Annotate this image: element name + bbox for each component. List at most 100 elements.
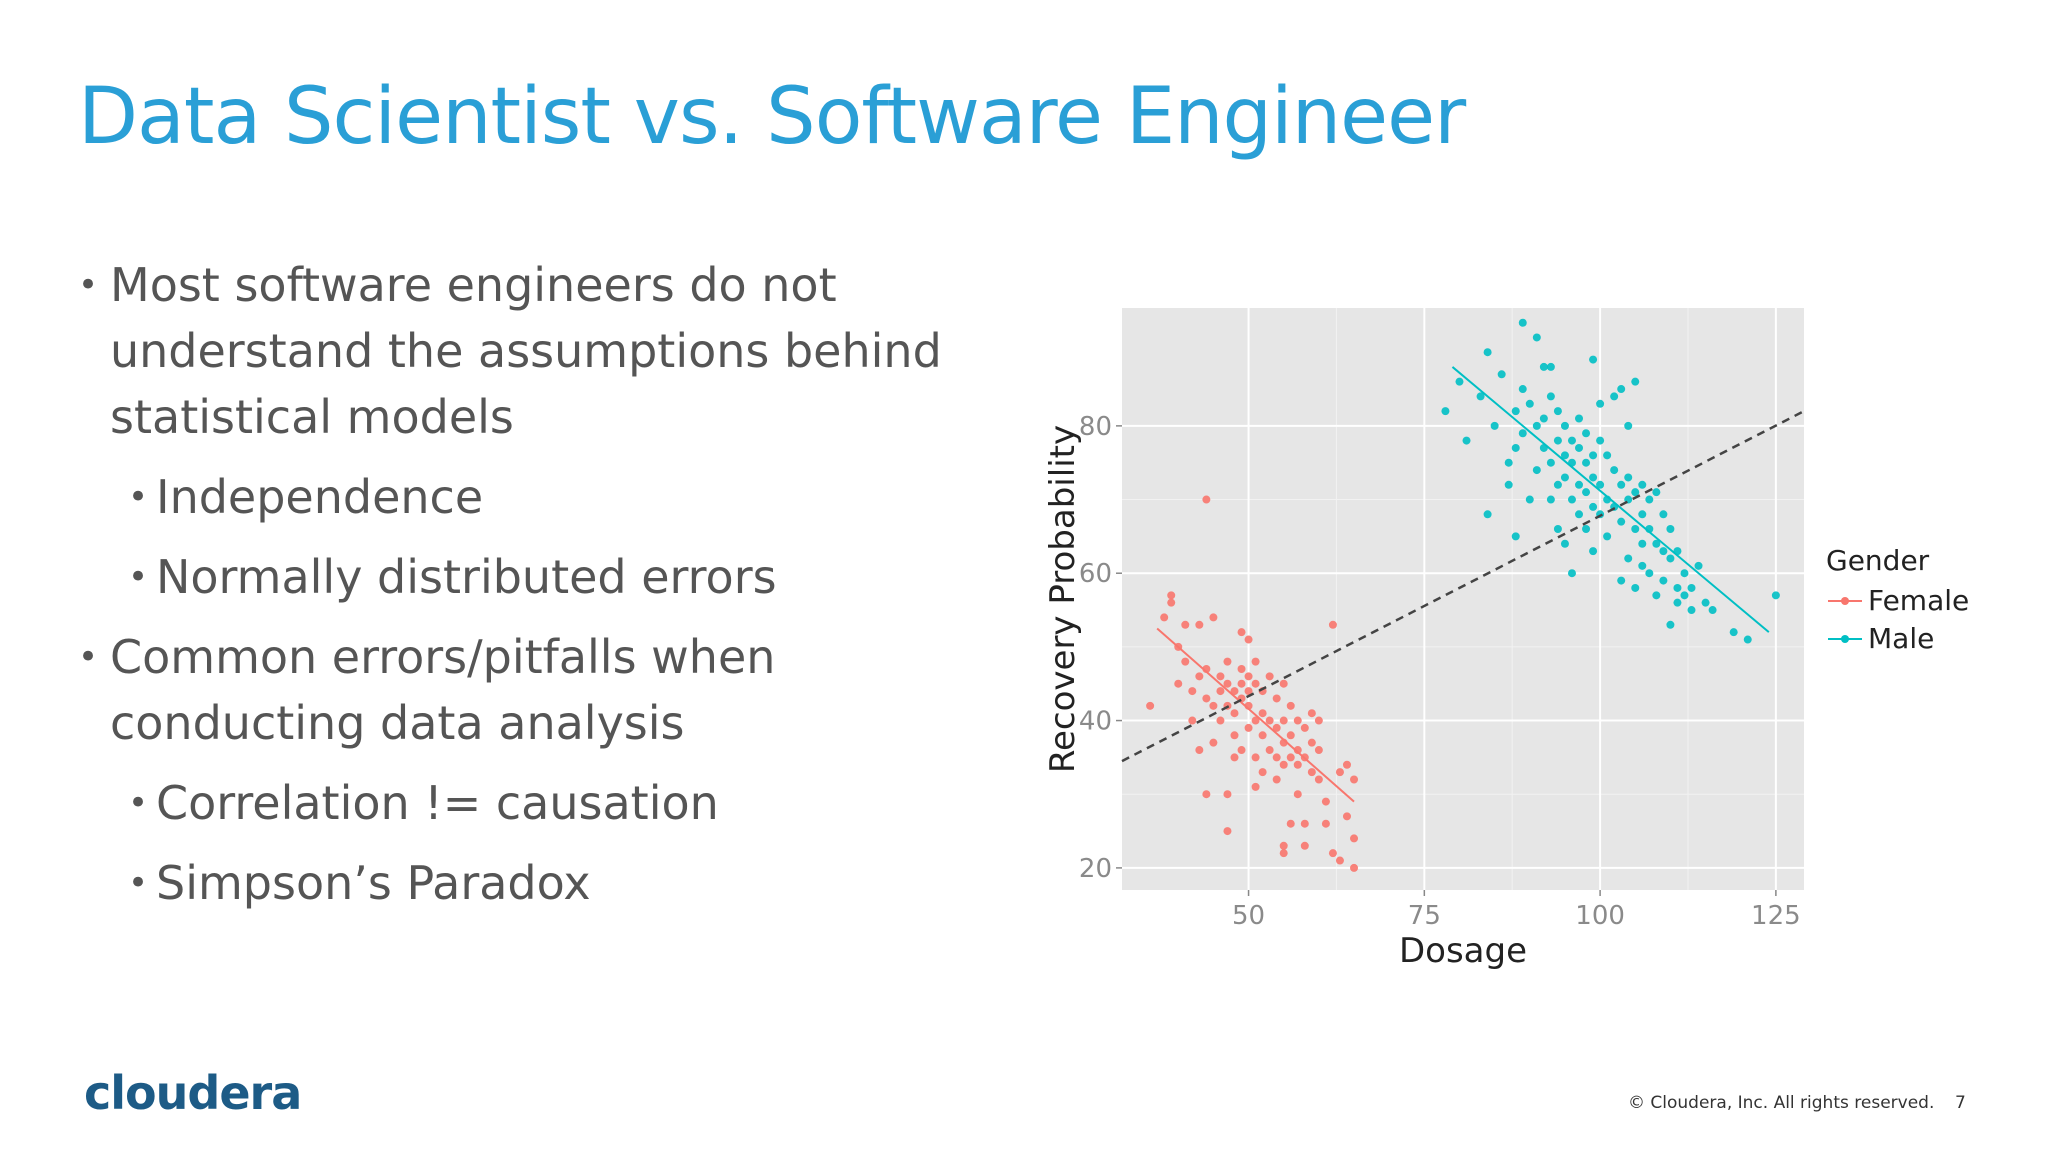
data-point-male (1666, 525, 1675, 534)
data-point-female (1167, 598, 1176, 607)
data-point-male (1589, 547, 1598, 556)
data-point-male (1673, 583, 1682, 592)
data-point-male (1596, 436, 1605, 445)
legend-label: Male (1868, 622, 1934, 655)
data-point-female (1279, 849, 1288, 858)
data-point-male (1511, 532, 1520, 541)
sub-bullet-item: • Independence (78, 464, 978, 530)
data-point-female (1272, 723, 1281, 732)
data-point-female (1300, 723, 1309, 732)
data-point-female (1230, 753, 1239, 762)
data-point-male (1582, 488, 1591, 497)
data-point-female (1314, 716, 1323, 725)
bullet-glyph: • (128, 783, 149, 823)
bullet-text: Simpson’s Paradox (156, 856, 591, 910)
data-point-female (1335, 856, 1344, 865)
data-point-female (1209, 738, 1218, 747)
data-point-female (1258, 731, 1267, 740)
bullet-text: Correlation != causation (156, 776, 719, 830)
data-point-female (1286, 819, 1295, 828)
data-point-male (1455, 377, 1464, 386)
data-point-male (1638, 539, 1647, 548)
data-point-male (1518, 385, 1527, 394)
bullet-text: Normally distributed errors (156, 550, 777, 604)
data-point-male (1553, 480, 1562, 489)
data-point-male (1666, 554, 1675, 563)
plot-panel (1122, 308, 1804, 890)
data-point-female (1279, 760, 1288, 769)
data-point-female (1265, 746, 1274, 755)
data-point-female (1195, 672, 1204, 681)
data-point-female (1251, 716, 1260, 725)
legend-key-point (1841, 635, 1849, 643)
data-point-male (1631, 377, 1640, 386)
x-tick-label: 50 (1232, 901, 1265, 931)
data-point-female (1181, 620, 1190, 629)
data-point-male (1532, 466, 1541, 475)
legend-title: Gender (1826, 544, 1930, 577)
data-point-male (1504, 458, 1513, 467)
data-point-female (1314, 746, 1323, 755)
data-point-female (1350, 775, 1359, 784)
y-tick-label: 80 (1079, 412, 1112, 442)
data-point-female (1230, 731, 1239, 740)
data-point-female (1244, 635, 1253, 644)
data-point-male (1532, 333, 1541, 342)
data-point-male (1560, 539, 1569, 548)
data-point-female (1216, 687, 1225, 696)
data-point-female (1328, 620, 1337, 629)
data-point-male (1617, 480, 1626, 489)
data-point-male (1638, 480, 1647, 489)
scatter-chart: 50 75 100 125 20 40 60 80 Dosage Recovery Probabi… (1030, 280, 2010, 980)
data-point-male (1589, 451, 1598, 460)
bullet-glyph: • (128, 477, 149, 517)
data-point-female (1300, 841, 1309, 850)
sub-bullet-item: • Normally distributed errors (78, 544, 978, 610)
data-point-male (1673, 598, 1682, 607)
data-point-female (1195, 746, 1204, 755)
data-point-male (1687, 583, 1696, 592)
data-point-male (1567, 495, 1576, 504)
data-point-male (1490, 421, 1499, 430)
data-point-female (1202, 694, 1211, 703)
data-point-male (1525, 399, 1534, 408)
data-point-male (1582, 429, 1591, 438)
data-point-female (1314, 775, 1323, 784)
data-point-male (1666, 620, 1675, 629)
data-point-male (1645, 569, 1654, 578)
data-point-female (1328, 849, 1337, 858)
data-point-male (1546, 458, 1555, 467)
data-point-female (1279, 716, 1288, 725)
data-point-male (1617, 385, 1626, 394)
data-point-female (1350, 834, 1359, 843)
bullet-item: • Common errors/pitfalls when conducting… (78, 624, 978, 756)
data-point-male (1631, 525, 1640, 534)
bullet-list: • Most software engineers do not underst… (78, 252, 978, 930)
data-point-female (1146, 701, 1155, 710)
data-point-male (1687, 606, 1696, 615)
data-point-female (1279, 679, 1288, 688)
data-point-male (1659, 576, 1668, 585)
x-axis-label: Dosage (1399, 931, 1527, 971)
data-point-male (1546, 495, 1555, 504)
data-point-female (1335, 768, 1344, 777)
data-point-male (1504, 480, 1513, 489)
data-point-male (1553, 407, 1562, 416)
data-point-male (1553, 525, 1562, 534)
slide-title: Data Scientist vs. Software Engineer (78, 72, 1466, 162)
bullet-glyph: • (78, 637, 99, 677)
data-point-female (1174, 679, 1183, 688)
copyright-text: © Cloudera, Inc. All rights reserved. (1628, 1093, 1935, 1113)
data-point-male (1610, 392, 1619, 401)
data-point-male (1539, 362, 1548, 371)
bullet-text: Most software engineers do not understan… (110, 258, 942, 444)
data-point-female (1251, 657, 1260, 666)
data-point-male (1631, 583, 1640, 592)
data-point-female (1293, 760, 1302, 769)
data-point-male (1518, 318, 1527, 327)
data-point-male (1624, 421, 1633, 430)
data-point-female (1286, 701, 1295, 710)
data-point-male (1638, 510, 1647, 519)
data-point-male (1560, 473, 1569, 482)
data-point-male (1546, 392, 1555, 401)
